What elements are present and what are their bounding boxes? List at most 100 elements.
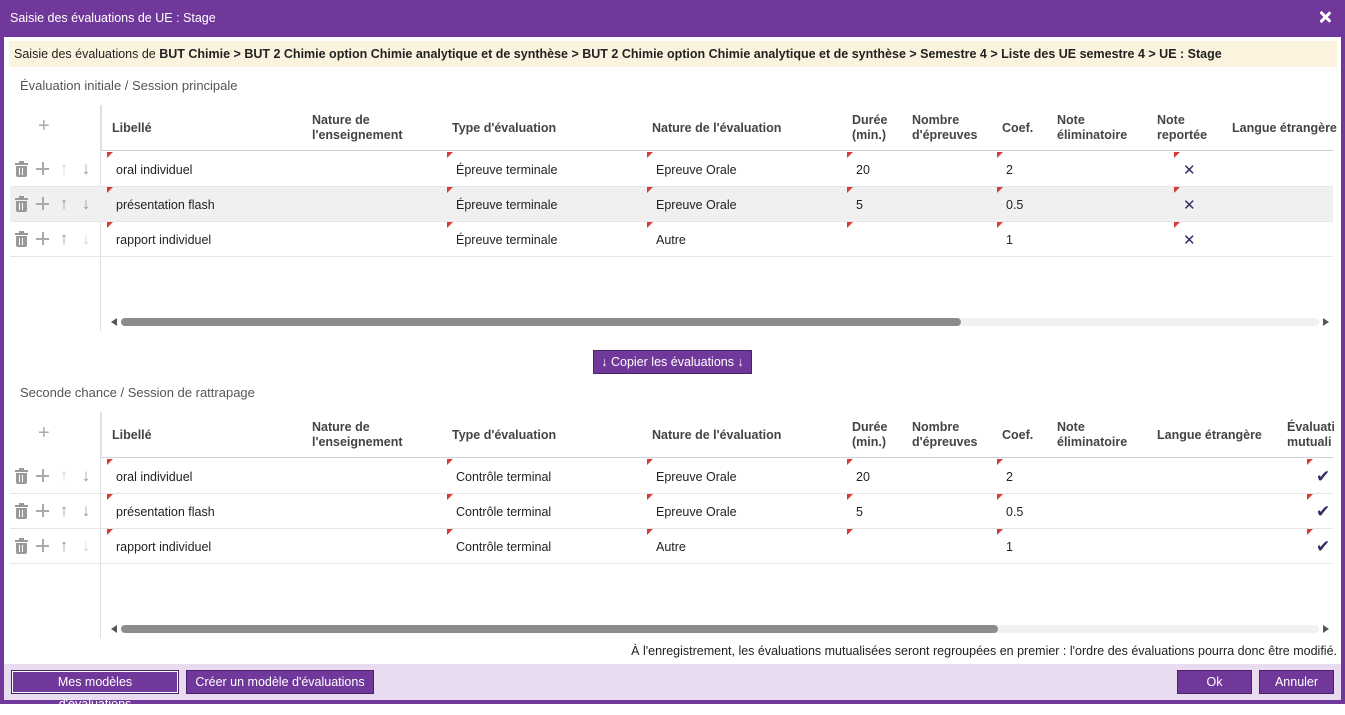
cell-type-evaluation[interactable]: Épreuve terminale bbox=[446, 187, 557, 222]
scroll-right-icon[interactable] bbox=[1323, 318, 1329, 326]
trash-icon[interactable] bbox=[14, 468, 30, 484]
x-icon[interactable]: ✕ bbox=[1174, 222, 1196, 257]
table-row[interactable]: ↑ ↓ rapport individuel Épreuve terminale… bbox=[10, 222, 1333, 257]
cell-libelle[interactable]: présentation flash bbox=[107, 494, 215, 529]
cell-type-evaluation[interactable]: Épreuve terminale bbox=[446, 222, 557, 257]
cell-type-evaluation[interactable]: Contrôle terminal bbox=[446, 529, 551, 564]
add-row-icon[interactable]: + bbox=[38, 422, 50, 444]
cell-duree[interactable]: 5 bbox=[847, 494, 863, 529]
header-nature-enseignement: Nature de l'enseignement bbox=[312, 412, 403, 458]
add-icon[interactable] bbox=[35, 468, 51, 484]
cell-coef[interactable]: 1 bbox=[997, 529, 1013, 564]
trash-icon[interactable] bbox=[14, 503, 30, 519]
arrow-up-icon[interactable]: ↑ bbox=[59, 159, 69, 178]
cell-nature-evaluation[interactable]: Autre bbox=[647, 222, 686, 257]
horizontal-scrollbar[interactable] bbox=[107, 316, 1333, 328]
arrow-up-icon[interactable]: ↑ bbox=[59, 501, 69, 520]
cell-libelle[interactable]: oral individuel bbox=[106, 459, 192, 494]
arrow-down-icon[interactable]: ↓ bbox=[81, 466, 91, 485]
cell-libelle[interactable]: oral individuel bbox=[106, 152, 192, 187]
scroll-left-icon[interactable] bbox=[111, 625, 117, 633]
trash-icon[interactable] bbox=[14, 196, 30, 212]
table-row[interactable]: ↑ ↓ oral individuel Épreuve terminale Ep… bbox=[10, 152, 1333, 187]
checkmark-icon[interactable]: ✔ bbox=[1306, 529, 1330, 564]
cell-type-evaluation[interactable]: Épreuve terminale bbox=[446, 152, 557, 187]
cell-duree[interactable]: 5 bbox=[847, 187, 863, 222]
scrollbar-track[interactable] bbox=[121, 625, 1319, 633]
arrow-down-icon[interactable]: ↓ bbox=[81, 194, 91, 213]
breadcrumb: Saisie des évaluations de BUT Chimie > B… bbox=[9, 41, 1337, 67]
arrow-up-icon[interactable]: ↑ bbox=[59, 229, 69, 248]
cell-nature-evaluation[interactable]: Epreuve Orale bbox=[647, 459, 737, 494]
cell-duree[interactable]: 20 bbox=[847, 152, 870, 187]
add-icon[interactable] bbox=[35, 161, 51, 177]
cell-coef[interactable]: 2 bbox=[997, 459, 1013, 494]
table-row[interactable]: ↑ ↓ présentation flash Contrôle terminal… bbox=[10, 494, 1333, 529]
checkmark-icon[interactable]: ✔ bbox=[1306, 459, 1330, 494]
header-evaluation-mutualisee-line1: Évaluati bbox=[1287, 420, 1334, 434]
add-icon[interactable] bbox=[35, 538, 51, 554]
table-row[interactable]: ↑ ↓ oral individuel Contrôle terminal Ep… bbox=[10, 459, 1333, 494]
cell-libelle[interactable]: rapport individuel bbox=[106, 529, 211, 564]
arrow-down-icon[interactable]: ↓ bbox=[81, 159, 91, 178]
header-nature-enseignement-line2: l'enseignement bbox=[312, 128, 403, 142]
cell-coef[interactable]: 0.5 bbox=[996, 494, 1023, 529]
footnote: À l'enregistrement, les évaluations mutu… bbox=[631, 644, 1337, 658]
section-title-initial: Évaluation initiale / Session principale bbox=[20, 78, 238, 93]
row-actions: ↑ ↓ bbox=[10, 152, 101, 187]
table-row[interactable]: ↑ ↓ présentation flash Épreuve terminale… bbox=[10, 187, 1333, 222]
arrow-up-icon[interactable]: ↑ bbox=[59, 466, 69, 485]
add-icon[interactable] bbox=[35, 503, 51, 519]
arrow-down-icon[interactable]: ↓ bbox=[81, 501, 91, 520]
arrow-up-icon[interactable]: ↑ bbox=[59, 194, 69, 213]
checkmark-icon[interactable]: ✔ bbox=[1306, 494, 1330, 529]
cell-type-evaluation[interactable]: Contrôle terminal bbox=[446, 494, 551, 529]
close-icon[interactable] bbox=[1315, 8, 1335, 28]
x-icon[interactable]: ✕ bbox=[1174, 187, 1196, 222]
cell-coef[interactable]: 0.5 bbox=[996, 187, 1023, 222]
header-duree-line1: Durée bbox=[852, 113, 888, 127]
create-model-button[interactable]: Créer un modèle d'évaluations bbox=[186, 670, 374, 694]
header-note-reportee: Note reportée bbox=[1157, 105, 1207, 151]
scroll-right-icon[interactable] bbox=[1323, 625, 1329, 633]
header-nature-enseignement-line1: Nature de bbox=[312, 113, 370, 127]
scrollbar-thumb[interactable] bbox=[121, 625, 998, 633]
trash-icon[interactable] bbox=[14, 231, 30, 247]
header-langue-etrangere: Langue étrangère bbox=[1157, 427, 1262, 442]
cell-libelle[interactable]: présentation flash bbox=[107, 187, 215, 222]
trash-icon[interactable] bbox=[14, 538, 30, 554]
cell-nature-evaluation[interactable]: Epreuve Orale bbox=[647, 152, 737, 187]
ok-button[interactable]: Ok bbox=[1177, 670, 1252, 694]
arrow-up-icon[interactable]: ↑ bbox=[59, 536, 69, 555]
cell-nature-evaluation[interactable]: Epreuve Orale bbox=[647, 187, 737, 222]
header-libelle: Libellé bbox=[112, 427, 152, 442]
grid-header: Libellé Nature de l'enseignement Type d'é… bbox=[101, 105, 1337, 151]
scrollbar-track[interactable] bbox=[121, 318, 1319, 326]
cell-libelle[interactable]: rapport individuel bbox=[106, 222, 211, 257]
header-note-eliminatoire-line2: éliminatoire bbox=[1057, 435, 1128, 449]
cell-duree[interactable]: 20 bbox=[847, 459, 870, 494]
add-icon[interactable] bbox=[35, 196, 51, 212]
grid-gutter: + bbox=[10, 412, 101, 638]
row-actions: ↑ ↓ bbox=[10, 494, 101, 529]
cell-type-evaluation[interactable]: Contrôle terminal bbox=[446, 459, 551, 494]
cancel-button[interactable]: Annuler bbox=[1259, 670, 1334, 694]
trash-icon[interactable] bbox=[14, 161, 30, 177]
cell-nature-evaluation[interactable]: Epreuve Orale bbox=[647, 494, 737, 529]
add-icon[interactable] bbox=[35, 231, 51, 247]
header-nature-evaluation: Nature de l'évaluation bbox=[652, 427, 782, 442]
table-row[interactable]: ↑ ↓ rapport individuel Contrôle terminal… bbox=[10, 529, 1333, 564]
horizontal-scrollbar[interactable] bbox=[107, 623, 1333, 635]
cell-coef[interactable]: 1 bbox=[997, 222, 1013, 257]
header-nombre-epreuves-line2: d'épreuves bbox=[912, 435, 978, 449]
copy-evaluations-button[interactable]: ↓ Copier les évaluations ↓ bbox=[593, 350, 752, 374]
add-row-icon[interactable]: + bbox=[38, 115, 50, 137]
x-icon[interactable]: ✕ bbox=[1174, 152, 1196, 187]
my-models-button[interactable]: Mes modèles d'évaluations bbox=[11, 670, 179, 711]
scroll-left-icon[interactable] bbox=[111, 318, 117, 326]
scrollbar-thumb[interactable] bbox=[121, 318, 961, 326]
cell-coef[interactable]: 2 bbox=[997, 152, 1013, 187]
cell-nature-evaluation[interactable]: Autre bbox=[647, 529, 686, 564]
arrow-down-icon[interactable]: ↓ bbox=[81, 536, 91, 555]
arrow-down-icon[interactable]: ↓ bbox=[81, 229, 91, 248]
